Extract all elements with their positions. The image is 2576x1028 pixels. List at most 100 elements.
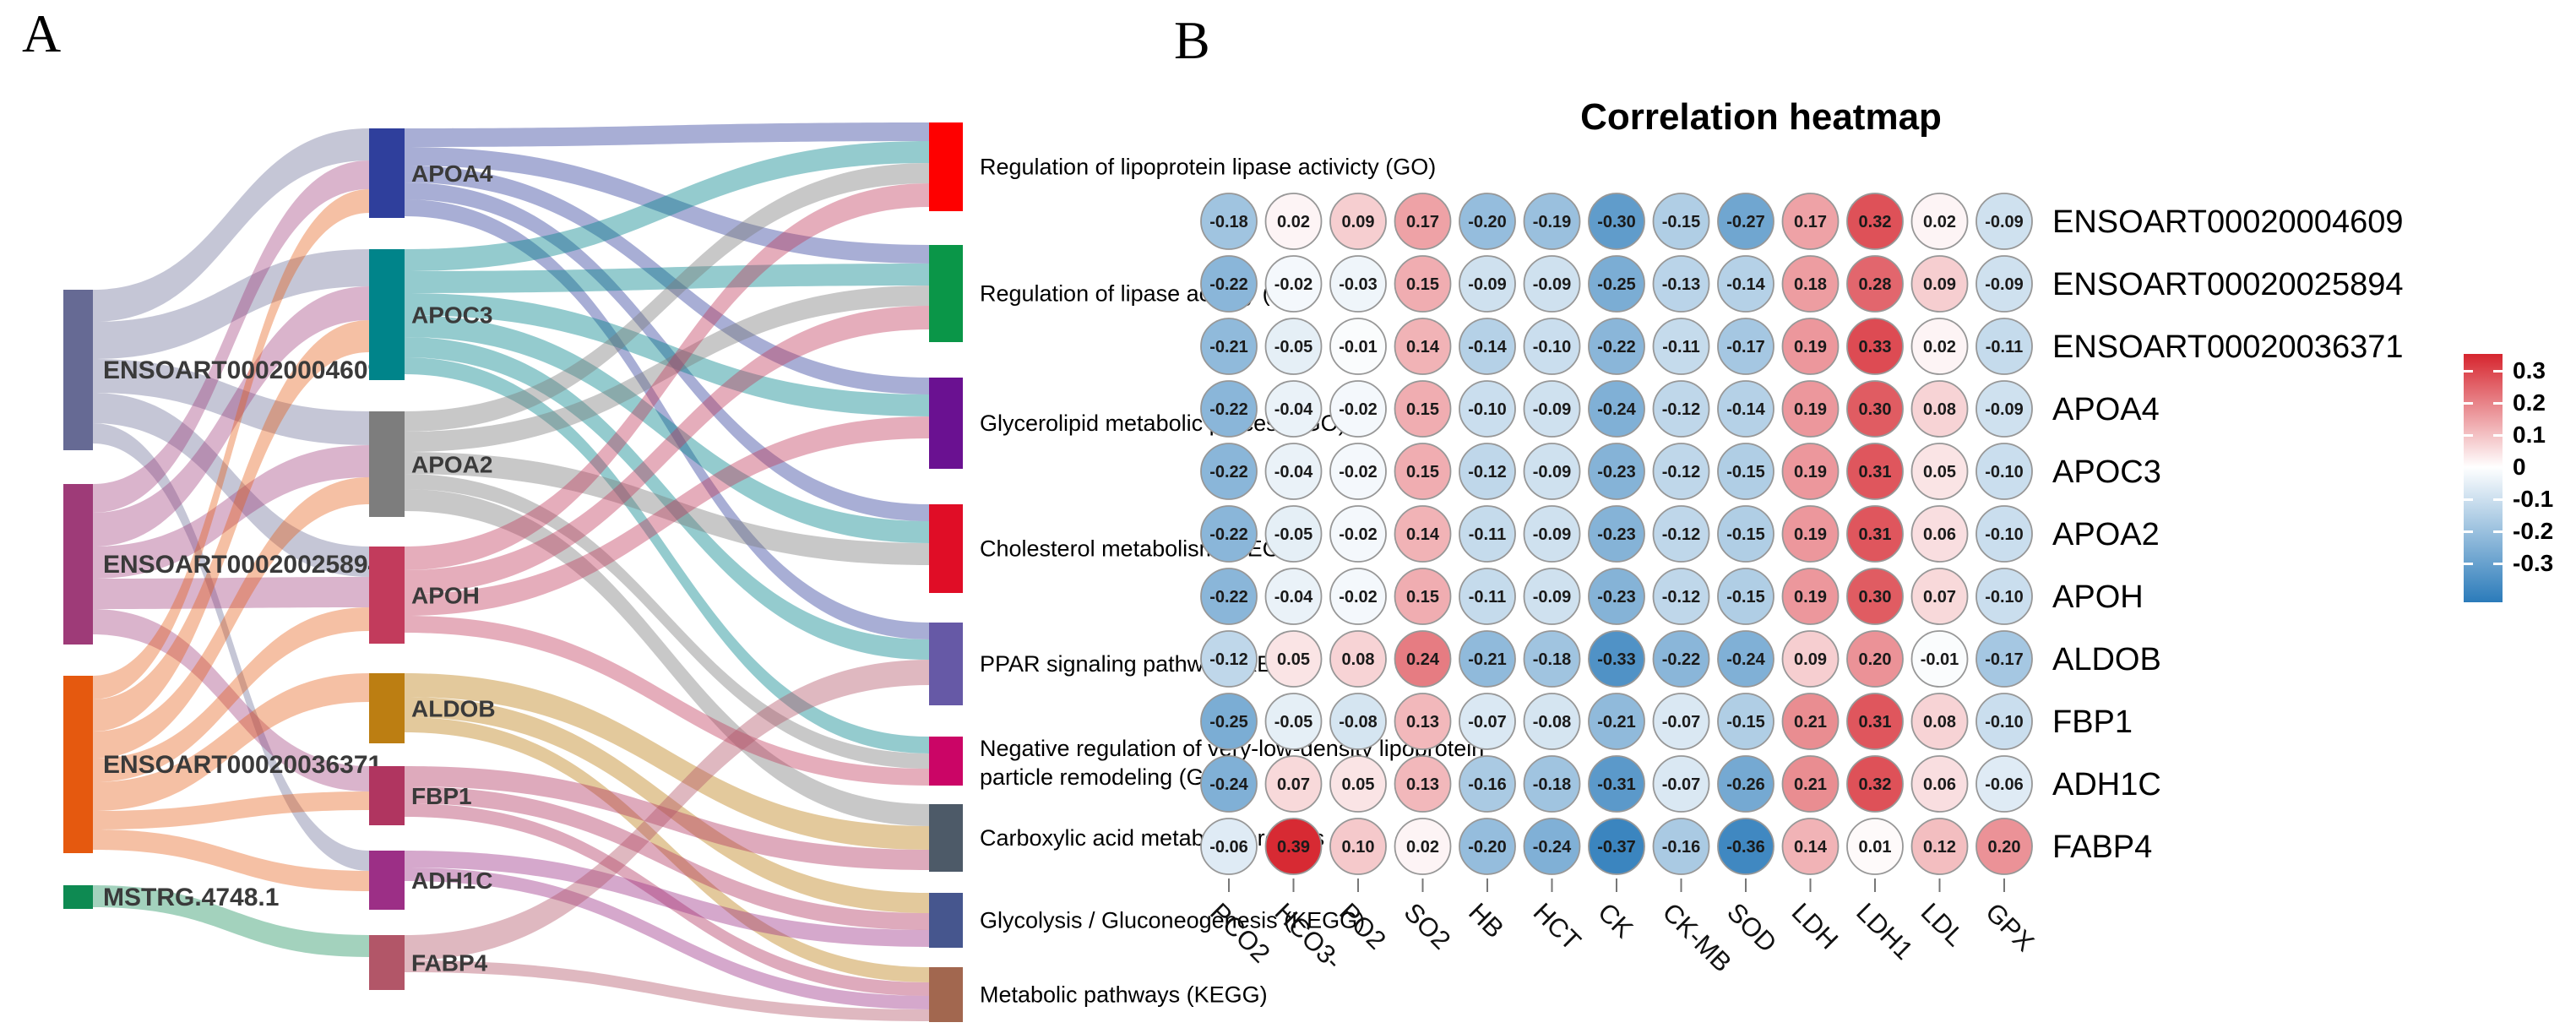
heatmap-cell-value: -0.25 (1209, 713, 1248, 732)
heatmap-col-label: CK-MB (1657, 897, 1737, 977)
heatmap-cell (1846, 755, 1904, 813)
heatmap-cell-value: -0.04 (1274, 463, 1313, 481)
heatmap-cell (1975, 443, 2033, 500)
heatmap-cell-value: 0.19 (1794, 463, 1827, 481)
heatmap-cell-value: 0.19 (1794, 338, 1827, 356)
heatmap-cell-value: -0.27 (1726, 213, 1765, 231)
heatmap-cell-value: 0.09 (1794, 650, 1827, 669)
heatmap-cell (1329, 443, 1387, 500)
sankey-flow (405, 673, 929, 850)
heatmap-cell-value: -0.16 (1468, 775, 1507, 794)
heatmap-cell-value: 0.33 (1859, 338, 1892, 356)
heatmap-cell (1264, 568, 1323, 625)
pathway-node (929, 378, 963, 469)
heatmap-cell (1975, 505, 2033, 563)
heatmap-cell (1652, 630, 1710, 688)
heatmap-cell-value: 0.30 (1859, 400, 1892, 419)
heatmap-cell (1459, 505, 1516, 563)
heatmap-cell (1652, 755, 1710, 813)
heatmap-cell (1459, 318, 1516, 375)
heatmap-cell (1781, 380, 1840, 438)
heatmap-cell (1910, 568, 1969, 625)
colorbar-tick-label: 0.3 (2513, 357, 2546, 383)
pathway-node (929, 967, 963, 1022)
heatmap-cell (1910, 443, 1969, 500)
transcript-node (63, 885, 93, 909)
heatmap-cell (1846, 255, 1904, 313)
heatmap-cell-value: 0.31 (1859, 525, 1892, 544)
gene-label: APOH (411, 583, 480, 609)
heatmap-cell-value: 0.02 (1923, 338, 1956, 356)
sankey-flow (405, 416, 929, 616)
sankey-flow (405, 786, 929, 930)
transcript-label: ENSOART00020004609 (103, 356, 382, 384)
sankey-flow (405, 868, 929, 1009)
heatmap-cell-value: 0.02 (1277, 213, 1310, 231)
heatmap-cell-value: -0.15 (1726, 525, 1765, 544)
heatmap-cell (1394, 818, 1452, 875)
heatmap-cell (1588, 193, 1645, 250)
sankey-flow (405, 183, 929, 570)
gene-label: ADH1C (411, 868, 492, 894)
heatmap-cell (1652, 443, 1710, 500)
heatmap-col-label: SO2 (1399, 897, 1457, 955)
gene-label: APOA4 (411, 160, 493, 187)
heatmap-cell (1200, 818, 1258, 875)
heatmap-row-label: APOA4 (2052, 392, 2160, 427)
heatmap-cell-value: 0.15 (1406, 400, 1439, 419)
heatmap-cell-value: -0.08 (1533, 713, 1572, 732)
heatmap-row-label: APOA2 (2052, 517, 2160, 552)
heatmap-cell (1459, 443, 1516, 500)
sankey-flow (93, 423, 369, 871)
heatmap-cell (1846, 505, 1904, 563)
heatmap-cell (1394, 380, 1452, 438)
heatmap-cell (1264, 630, 1323, 688)
heatmap-cell-value: -0.03 (1339, 275, 1378, 294)
heatmap-cell (1781, 255, 1840, 313)
heatmap-cell-value: 0.05 (1277, 650, 1310, 669)
pathway-label: Regulation of lipase activity (GO) (980, 281, 1313, 307)
pathway-node (929, 804, 963, 872)
heatmap-cell (1781, 818, 1840, 875)
heatmap-cell-value: -0.02 (1339, 463, 1378, 481)
heatmap-cell-value: 0.30 (1859, 588, 1892, 606)
sankey-flow (405, 803, 929, 996)
heatmap-cell-value: -0.24 (1209, 775, 1248, 794)
heatmap-cell (1588, 318, 1645, 375)
heatmap-cell-value: -0.18 (1533, 775, 1572, 794)
colorbar-tick (2493, 402, 2503, 405)
heatmap-row-label: ADH1C (2052, 767, 2161, 802)
heatmap-cell-value: 0.20 (1859, 650, 1892, 669)
colorbar-tick-label: -0.1 (2513, 486, 2554, 512)
sankey-flow (405, 960, 929, 1021)
heatmap-cell (1523, 568, 1581, 625)
transcript-node (63, 484, 93, 645)
pathway-node (929, 893, 963, 948)
colorbar-tick-label: 0 (2513, 454, 2526, 480)
heatmap-cell (1394, 193, 1452, 250)
heatmap-cell (1329, 755, 1387, 813)
transcript-node (63, 290, 93, 450)
heatmap-cell-value: -0.20 (1468, 838, 1507, 857)
heatmap-cell (1200, 380, 1258, 438)
heatmap-cell-value: -0.11 (1662, 338, 1699, 356)
heatmap-cell-value: 0.12 (1923, 838, 1956, 857)
heatmap-cell-value: -0.21 (1468, 650, 1507, 669)
gene-node (369, 851, 405, 910)
heatmap-cell-value: -0.09 (1533, 463, 1572, 481)
pathway-node (929, 737, 963, 786)
heatmap-cell (1975, 818, 2033, 875)
heatmap-cell (1394, 318, 1452, 375)
heatmap-cell-value: -0.16 (1662, 838, 1701, 857)
colorbar-tick (2493, 530, 2503, 533)
colorbar-tick (2493, 563, 2503, 565)
heatmap-cell-value: -0.09 (1533, 275, 1572, 294)
heatmap-cell (1523, 755, 1581, 813)
heatmap-cell (1910, 318, 1969, 375)
heatmap-cell (1652, 505, 1710, 563)
heatmap-cell (1200, 693, 1258, 750)
heatmap-cell-value: 0.39 (1277, 838, 1310, 857)
heatmap-cell (1264, 818, 1323, 875)
heatmap-cell (1264, 318, 1323, 375)
